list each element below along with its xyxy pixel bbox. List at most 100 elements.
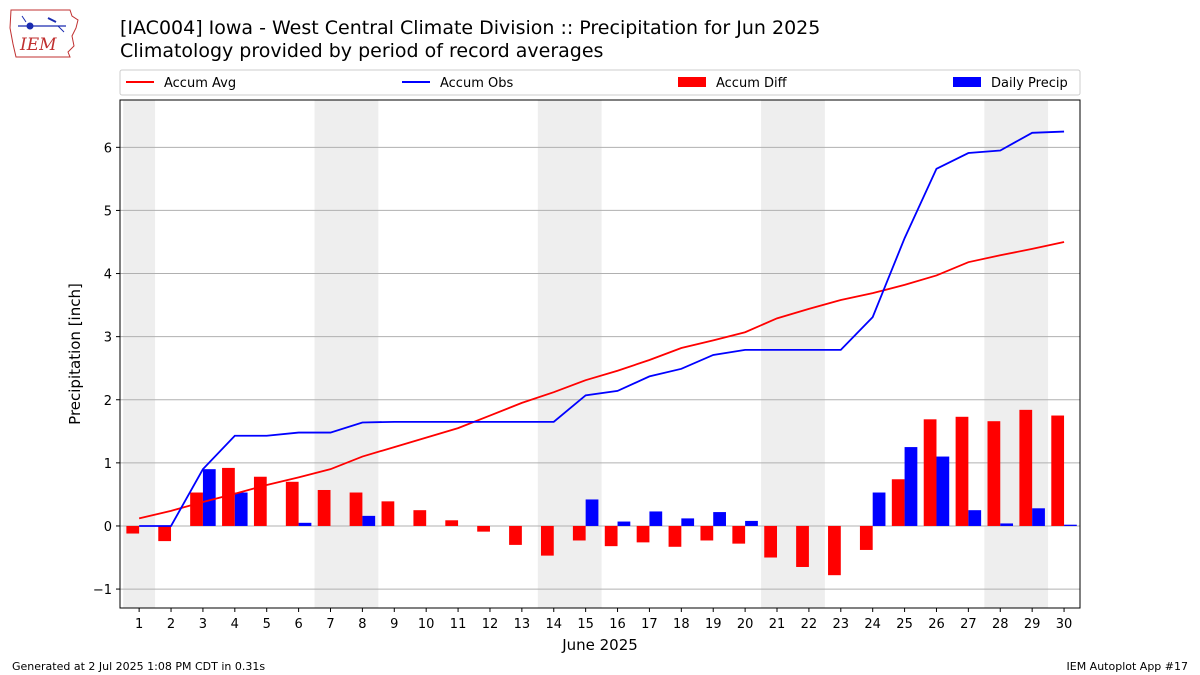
weekend-band (761, 100, 825, 608)
daily-precip-legend-label: Daily Precip (991, 76, 1068, 91)
weekend-band (123, 100, 156, 608)
accum-diff-bar (285, 481, 299, 526)
accum-diff-bar (509, 525, 522, 545)
x-tick-label: 8 (358, 617, 366, 632)
x-tick-label: 30 (1056, 617, 1073, 632)
x-tick-label: 13 (514, 617, 531, 632)
accum-diff-bar (636, 525, 650, 543)
accum-diff-bar (477, 525, 490, 532)
accum-diff-bar (222, 467, 235, 526)
accum-diff-bar (604, 525, 618, 547)
accum-diff-bar (445, 520, 459, 526)
chart-subtitle: Climatology provided by period of record… (120, 40, 604, 62)
accum-diff-bar (859, 525, 873, 550)
weather-station-icon (18, 15, 66, 33)
x-tick-label: 21 (769, 617, 786, 632)
x-tick-label: 29 (1024, 617, 1041, 632)
gridlines (120, 146, 1080, 590)
accum-diff-bar (572, 525, 586, 541)
plot-frame (119, 99, 1081, 609)
daily-precip-legend-swatch (953, 77, 981, 87)
accum-diff-bar (764, 525, 778, 558)
weekend-band (984, 100, 1049, 608)
daily-precip-bar (713, 512, 726, 526)
accum-avg-line (138, 241, 1065, 520)
logo-text: IEM (19, 35, 57, 55)
x-tick-label: 2 (167, 617, 175, 632)
x-tick-label: 4 (231, 617, 239, 632)
accum-diff-bar (987, 421, 1001, 526)
accum-diff-bar (828, 525, 841, 576)
daily-precip-bar (234, 492, 248, 526)
iowa-state-outline-icon (9, 9, 79, 58)
accum-diff-bar (190, 492, 203, 526)
accum-diff-bar (732, 525, 746, 544)
accum-diff-bar (1051, 415, 1065, 526)
x-tick-label: 18 (673, 617, 690, 632)
x-tick-label: 11 (450, 617, 467, 632)
daily-precip-bar (1064, 524, 1077, 526)
accum-diff-bar (668, 525, 682, 547)
weekend-band (314, 100, 379, 608)
daily-precip-bar (1000, 523, 1014, 526)
x-tick-label: 20 (737, 617, 754, 632)
chart-title: [IAC004] Iowa - West Central Climate Div… (120, 17, 821, 39)
accum-diff-bar (158, 525, 172, 542)
x-tick-label: 15 (577, 617, 594, 632)
x-tick-label: 16 (609, 617, 626, 632)
x-tick-label: 9 (390, 617, 398, 632)
x-tick-label: 25 (896, 617, 913, 632)
y-tick-label: 4 (104, 268, 112, 283)
y-tick-label: 1 (104, 457, 112, 472)
legend-box (119, 69, 1081, 96)
daily-precip-bar (298, 522, 312, 526)
daily-precip-bar (585, 499, 599, 526)
x-tick-label: 19 (705, 617, 722, 632)
accum-diff-legend-swatch (678, 77, 706, 87)
x-tick-label: 6 (294, 617, 302, 632)
daily-precip-bar (936, 456, 950, 526)
accum-diff-bar (540, 525, 554, 556)
accum-diff-bar (891, 479, 905, 526)
accum-diff-legend-label: Accum Diff (716, 76, 788, 91)
generated-note: Generated at 2 Jul 2025 1:08 PM CDT in 0… (12, 660, 266, 673)
y-axis-label: Precipitation [inch] (66, 283, 84, 425)
accum-diff-bar (923, 419, 937, 526)
legend: Accum Avg Accum Obs Accum Diff Daily Precip (119, 69, 1081, 96)
iem-logo: IEM (9, 9, 79, 58)
x-tick-label: 3 (199, 617, 207, 632)
lines (138, 130, 1065, 527)
daily-precip-bar (649, 511, 663, 526)
daily-precip-bar (872, 492, 886, 526)
x-tick-label: 22 (801, 617, 818, 632)
x-tick-label: 7 (326, 617, 334, 632)
accum-avg-legend-label: Accum Avg (164, 76, 236, 91)
accum-diff-bar (317, 489, 331, 526)
daily-precip-bar (1032, 508, 1045, 526)
x-tick-label: 12 (482, 617, 499, 632)
accum-diff-bar (126, 525, 140, 534)
daily-precip-bar (362, 515, 376, 526)
app-note: IEM Autoplot App #17 (1066, 660, 1189, 673)
accum-obs-line (139, 130, 1065, 527)
x-tick-label: 26 (928, 617, 945, 632)
x-tick-label: 27 (960, 617, 977, 632)
x-tick-label: 24 (864, 617, 881, 632)
y-tick-label: 3 (104, 331, 112, 346)
x-tick-label: 5 (263, 617, 271, 632)
daily-precip-bar (745, 520, 758, 526)
x-tick-label: 17 (641, 617, 658, 632)
accum-diff-bar (381, 501, 395, 526)
x-tick-label: 14 (545, 617, 562, 632)
accum-diff-bar (1019, 409, 1033, 526)
y-tick-label: 0 (104, 520, 112, 535)
x-tick-label: 28 (992, 617, 1009, 632)
accum-diff-bar (349, 492, 363, 526)
daily-precip-bar (968, 510, 982, 526)
y-tick-label: 5 (104, 204, 112, 219)
accum-diff-bar (955, 416, 969, 526)
x-tick-label: 1 (135, 617, 143, 632)
x-tick-label: 10 (418, 617, 435, 632)
